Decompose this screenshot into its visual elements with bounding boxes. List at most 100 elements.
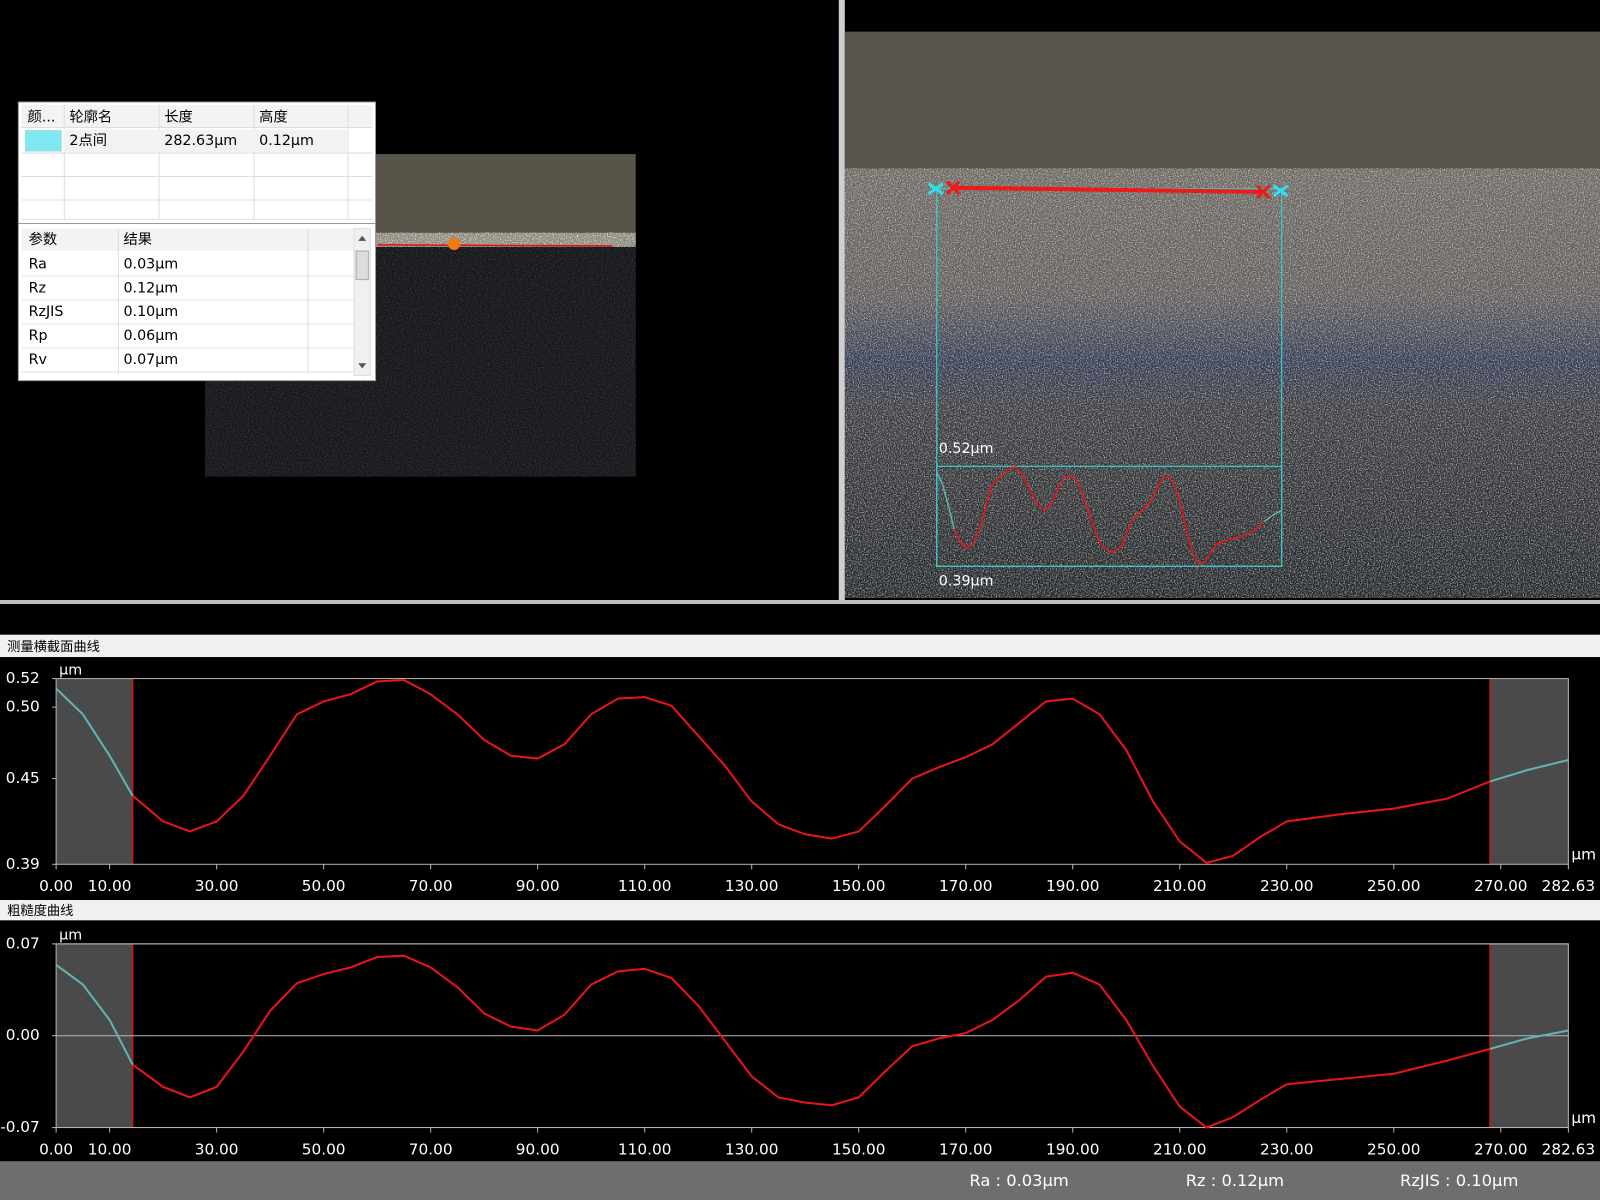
status-rz: Rz : 0.12µm	[1186, 1171, 1284, 1190]
x-tick-label: 210.00	[1153, 1141, 1207, 1159]
x-tick-label: 190.00	[1046, 1141, 1100, 1159]
column-header: 参数	[29, 231, 58, 248]
x-tick-label: 90.00	[516, 877, 560, 895]
param-value: 0.07µm	[123, 352, 178, 368]
param-name: Rv	[29, 352, 48, 368]
x-tick-label: 270.00	[1474, 1141, 1528, 1159]
measure-line	[953, 185, 1264, 194]
measure-line	[377, 244, 613, 247]
x-tick-label: 70.00	[409, 1141, 453, 1159]
y-unit: µm	[59, 928, 82, 944]
table-header	[21, 228, 355, 252]
x-tick-label: 50.00	[302, 877, 346, 895]
scroll-up[interactable]	[358, 235, 367, 241]
param-value: 0.06µm	[123, 328, 178, 344]
status-bar	[0, 1161, 1600, 1200]
y-tick-label: -0.07	[0, 1118, 40, 1136]
mini-profile	[936, 466, 1283, 567]
x-tick-label: 130.00	[725, 877, 779, 895]
y-tick-label: 0.00	[6, 1026, 40, 1044]
column-header: 高度	[259, 108, 288, 125]
chart-title: 测量横截面曲线	[7, 639, 100, 655]
scroll-down[interactable]	[358, 363, 367, 369]
y-tick-label: 0.52	[6, 669, 40, 687]
row-highlight	[63, 129, 348, 153]
param-name: Rz	[29, 280, 46, 296]
table-header	[21, 105, 373, 128]
x-tick-label: 270.00	[1474, 877, 1528, 895]
charts: 测量横截面曲线 0.39 0.45 0.50 0.52 0.00 10.00 30.00 50.…	[0, 634, 1600, 1162]
chart-title-bar	[0, 900, 1600, 921]
y-tick-label: 0.07	[6, 934, 40, 952]
anchor-markers	[927, 182, 1289, 198]
param-name: Ra	[29, 256, 47, 272]
measurement-panel: 颜... 轮廓名 长度 高度 2点间 282.63µm 0.12µm 参数 结果 Ra 0.03µm…	[17, 101, 377, 382]
x-tick-label: 210.00	[1153, 877, 1207, 895]
x-tick-label: 190.00	[1046, 877, 1100, 895]
chart-title: 粗糙度曲线	[7, 903, 73, 919]
profile-line	[55, 687, 1569, 797]
x-tick-label: 250.00	[1367, 877, 1421, 895]
x-tick-label: 150.00	[832, 877, 886, 895]
column-header: 颜...	[28, 108, 56, 125]
y-unit: µm	[59, 662, 82, 678]
mini-profile-box	[936, 465, 1283, 567]
plot-background	[0, 920, 1600, 1162]
param-value: 0.10µm	[123, 304, 178, 320]
column-header: 长度	[164, 108, 193, 125]
max-label: 0.52µm	[939, 441, 994, 457]
spacer	[0, 604, 1600, 635]
x-tick-label: 10.00	[88, 1141, 132, 1159]
x-unit: µm	[1571, 1109, 1596, 1127]
profile-line	[131, 678, 1491, 864]
param-value: 0.03µm	[123, 256, 178, 272]
cursor-dot	[447, 237, 461, 250]
profile-length: 282.63µm	[164, 133, 237, 149]
y-tick-label: 0.39	[6, 855, 40, 873]
profile-line	[953, 466, 1265, 567]
pane-divider	[838, 0, 845, 603]
param-value: 0.12µm	[123, 280, 178, 296]
x-tick-label: 30.00	[195, 1141, 239, 1159]
x-tick-label: 110.00	[618, 877, 672, 895]
profile-line	[132, 954, 1491, 1129]
x-tick-label: 230.00	[1260, 1141, 1314, 1159]
profile-name: 2点间	[69, 132, 107, 149]
chart-title-bar	[0, 634, 1600, 658]
scroll-thumb[interactable]	[355, 250, 369, 281]
y-tick-label: 0.45	[6, 769, 40, 787]
x-tick-label: 30.00	[195, 877, 239, 895]
column-header: 结果	[123, 231, 152, 248]
x-tick-label: 70.00	[409, 877, 453, 895]
end-markers	[945, 180, 1271, 200]
x-tick-label: 110.00	[618, 1141, 672, 1159]
x-unit: µm	[1571, 846, 1596, 864]
x-tick-label: 150.00	[832, 1141, 886, 1159]
zoom-image-top	[844, 31, 1600, 169]
x-tick-label: 170.00	[939, 877, 993, 895]
min-label: 0.39µm	[939, 574, 994, 590]
profile-line	[936, 471, 1283, 530]
color-swatch	[25, 130, 62, 152]
cutoff-region	[1490, 678, 1569, 865]
x-tick-label: 230.00	[1260, 877, 1314, 895]
x-tick-label: 0.00	[39, 1141, 73, 1159]
zoom-texture	[844, 168, 1600, 598]
pane-divider	[0, 600, 1600, 605]
x-tick-label: 282.63	[1542, 1141, 1596, 1159]
plot-frame	[55, 678, 1569, 865]
x-tick-label: 50.00	[302, 1141, 346, 1159]
status-ra: Ra : 0.03µm	[969, 1171, 1068, 1190]
profile-line	[55, 964, 1569, 1066]
profile-height: 0.12µm	[259, 133, 314, 149]
x-tick-label: 10.00	[88, 877, 132, 895]
column-header: 轮廓名	[69, 108, 112, 125]
x-tick-label: 170.00	[939, 1141, 993, 1159]
param-name: RzJIS	[29, 304, 64, 320]
plot-background	[0, 657, 1600, 898]
x-tick-label: 0.00	[39, 877, 73, 895]
x-tick-label: 90.00	[516, 1141, 560, 1159]
y-tick-label: 0.50	[6, 698, 40, 716]
